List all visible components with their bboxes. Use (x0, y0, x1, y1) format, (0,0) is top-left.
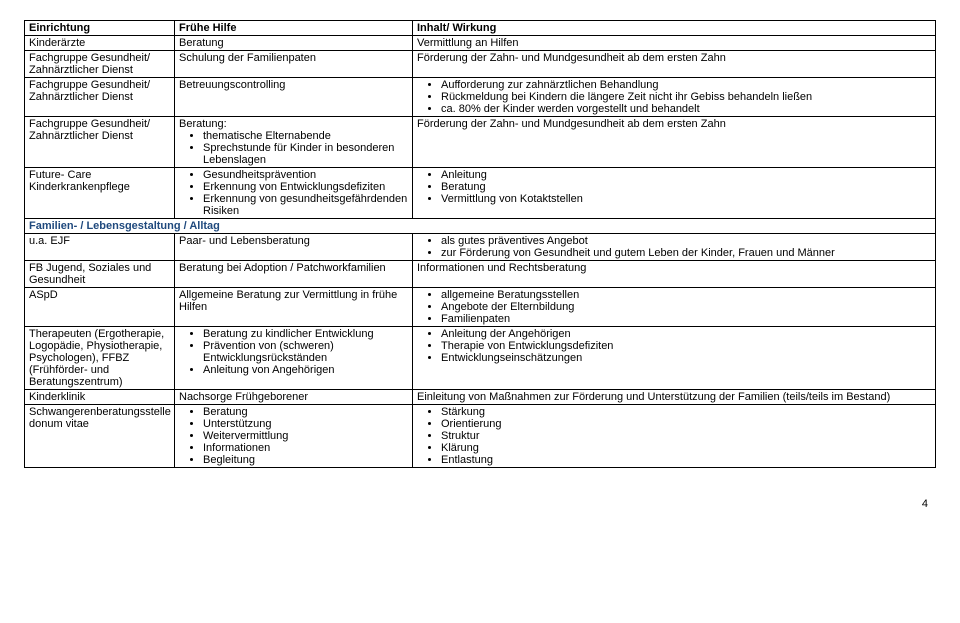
cell-einrichtung: Schwangerenberatungsstelle donum vitae (25, 405, 175, 468)
table-cell: Beratung bei Adoption / Patchworkfamilie… (175, 261, 413, 288)
table-row: Fachgruppe Gesundheit/ Zahnärztlicher Di… (25, 78, 936, 117)
table-cell: Informationen und Rechtsberatung (413, 261, 936, 288)
cell-einrichtung: ASpD (25, 288, 175, 327)
bullet-list: Aufforderung zur zahnärztlichen Behandlu… (417, 79, 931, 115)
bullet-item: Entlastung (441, 454, 931, 466)
bullet-item: Beratung zu kindlicher Entwicklung (203, 328, 408, 340)
table-row: Therapeuten (Ergotherapie, Logopädie, Ph… (25, 327, 936, 390)
cell-pretext: Beratung: (179, 118, 227, 130)
col-einrichtung: Einrichtung (25, 21, 175, 36)
cell-einrichtung: Fachgruppe Gesundheit/ Zahnärztlicher Di… (25, 117, 175, 168)
bullet-item: Klärung (441, 442, 931, 454)
bullet-list: Beratung zu kindlicher EntwicklungPräven… (179, 328, 408, 376)
table-cell: Schulung der Familienpaten (175, 51, 413, 78)
table-row: Fachgruppe Gesundheit/ Zahnärztlicher Di… (25, 51, 936, 78)
bullet-list: allgemeine BeratungsstellenAngebote der … (417, 289, 931, 325)
bullet-item: Familienpaten (441, 313, 931, 325)
bullet-item: Rückmeldung bei Kindern die längere Zeit… (441, 91, 931, 103)
table-cell: Vermittlung an Hilfen (413, 36, 936, 51)
col-inhalt-wirkung: Inhalt/ Wirkung (413, 21, 936, 36)
cell-einrichtung: Therapeuten (Ergotherapie, Logopädie, Ph… (25, 327, 175, 390)
cell-einrichtung: Fachgruppe Gesundheit/ Zahnärztlicher Di… (25, 78, 175, 117)
table-cell: Paar- und Lebensberatung (175, 234, 413, 261)
bullet-item: Gesundheitsprävention (203, 169, 408, 181)
bullet-list: BeratungUnterstützungWeitervermittlungIn… (179, 406, 408, 466)
cell-einrichtung: Fachgruppe Gesundheit/ Zahnärztlicher Di… (25, 51, 175, 78)
table-row: u.a. EJFPaar- und Lebensberatungals gute… (25, 234, 936, 261)
bullet-list: StärkungOrientierungStrukturKlärungEntla… (417, 406, 931, 466)
bullet-item: Prävention von (schweren) Entwicklungsrü… (203, 340, 408, 364)
bullet-item: Entwicklungseinschätzungen (441, 352, 931, 364)
bullet-item: Therapie von Entwicklungsdefiziten (441, 340, 931, 352)
table-row: FB Jugend, Soziales und GesundheitBeratu… (25, 261, 936, 288)
cell-einrichtung: Kinderärzte (25, 36, 175, 51)
section-familien: Familien- / Lebensgestaltung / Alltag (25, 219, 936, 234)
bullet-item: Weitervermittlung (203, 430, 408, 442)
bullet-item: Erkennung von Entwicklungsdefiziten (203, 181, 408, 193)
bullet-item: Beratung (203, 406, 408, 418)
bullet-item: Informationen (203, 442, 408, 454)
table-cell: als gutes präventives Angebotzur Förderu… (413, 234, 936, 261)
table-row: Fachgruppe Gesundheit/ Zahnärztlicher Di… (25, 117, 936, 168)
table-row: KinderklinikNachsorge FrühgeborenerEinle… (25, 390, 936, 405)
bullet-list: AnleitungBeratungVermittlung von Kotakts… (417, 169, 931, 205)
bullet-list: Anleitung der AngehörigenTherapie von En… (417, 328, 931, 364)
bullet-item: allgemeine Beratungsstellen (441, 289, 931, 301)
table-row: Future- Care KinderkrankenpflegeGesundhe… (25, 168, 936, 219)
table-cell: Nachsorge Frühgeborener (175, 390, 413, 405)
bullet-item: Beratung (441, 181, 931, 193)
bullet-list: als gutes präventives Angebotzur Förderu… (417, 235, 931, 259)
cell-einrichtung: u.a. EJF (25, 234, 175, 261)
table-row: Schwangerenberatungsstelle donum vitaeBe… (25, 405, 936, 468)
table-cell: allgemeine BeratungsstellenAngebote der … (413, 288, 936, 327)
table-cell: Aufforderung zur zahnärztlichen Behandlu… (413, 78, 936, 117)
table-cell: Allgemeine Beratung zur Vermittlung in f… (175, 288, 413, 327)
page-number: 4 (24, 468, 936, 510)
bullet-list: GesundheitspräventionErkennung von Entwi… (179, 169, 408, 217)
col-fruehe-hilfe: Frühe Hilfe (175, 21, 413, 36)
bullet-item: Struktur (441, 430, 931, 442)
table-cell: BeratungUnterstützungWeitervermittlungIn… (175, 405, 413, 468)
cell-einrichtung: Kinderklinik (25, 390, 175, 405)
bullet-item: Angebote der Elternbildung (441, 301, 931, 313)
bullet-item: Unterstützung (203, 418, 408, 430)
bullet-item: Anleitung (441, 169, 931, 181)
table-cell: StärkungOrientierungStrukturKlärungEntla… (413, 405, 936, 468)
bullet-item: Begleitung (203, 454, 408, 466)
bullet-list: thematische ElternabendeSprechstunde für… (179, 130, 408, 166)
bullet-item: Anleitung der Angehörigen (441, 328, 931, 340)
bullet-item: Sprechstunde für Kinder in besonderen Le… (203, 142, 408, 166)
table-header-row: Einrichtung Frühe Hilfe Inhalt/ Wirkung (25, 21, 936, 36)
bullet-item: Anleitung von Angehörigen (203, 364, 408, 376)
table-row: KinderärzteBeratungVermittlung an Hilfen (25, 36, 936, 51)
table-cell: Förderung der Zahn- und Mundgesundheit a… (413, 117, 936, 168)
bullet-item: Vermittlung von Kotaktstellen (441, 193, 931, 205)
fruehe-hilfe-table: Einrichtung Frühe Hilfe Inhalt/ Wirkung … (24, 20, 936, 468)
bullet-item: zur Förderung von Gesundheit und gutem L… (441, 247, 931, 259)
bullet-item: Stärkung (441, 406, 931, 418)
section-label: Familien- / Lebensgestaltung / Alltag (25, 219, 936, 234)
table-cell: Beratung zu kindlicher EntwicklungPräven… (175, 327, 413, 390)
table-cell: Betreuungscontrolling (175, 78, 413, 117)
bullet-item: ca. 80% der Kinder werden vorgestellt un… (441, 103, 931, 115)
table-cell: GesundheitspräventionErkennung von Entwi… (175, 168, 413, 219)
bullet-item: Erkennung von gesundheitsgefährdenden Ri… (203, 193, 408, 217)
table-cell: Beratung:thematische ElternabendeSprechs… (175, 117, 413, 168)
table-row: ASpDAllgemeine Beratung zur Vermittlung … (25, 288, 936, 327)
cell-einrichtung: Future- Care Kinderkrankenpflege (25, 168, 175, 219)
bullet-item: als gutes präventives Angebot (441, 235, 931, 247)
table-cell: Einleitung von Maßnahmen zur Förderung u… (413, 390, 936, 405)
bullet-item: thematische Elternabende (203, 130, 408, 142)
table-cell: Anleitung der AngehörigenTherapie von En… (413, 327, 936, 390)
table-cell: Beratung (175, 36, 413, 51)
bullet-item: Orientierung (441, 418, 931, 430)
table-cell: Förderung der Zahn- und Mundgesundheit a… (413, 51, 936, 78)
cell-einrichtung: FB Jugend, Soziales und Gesundheit (25, 261, 175, 288)
table-cell: AnleitungBeratungVermittlung von Kotakts… (413, 168, 936, 219)
bullet-item: Aufforderung zur zahnärztlichen Behandlu… (441, 79, 931, 91)
